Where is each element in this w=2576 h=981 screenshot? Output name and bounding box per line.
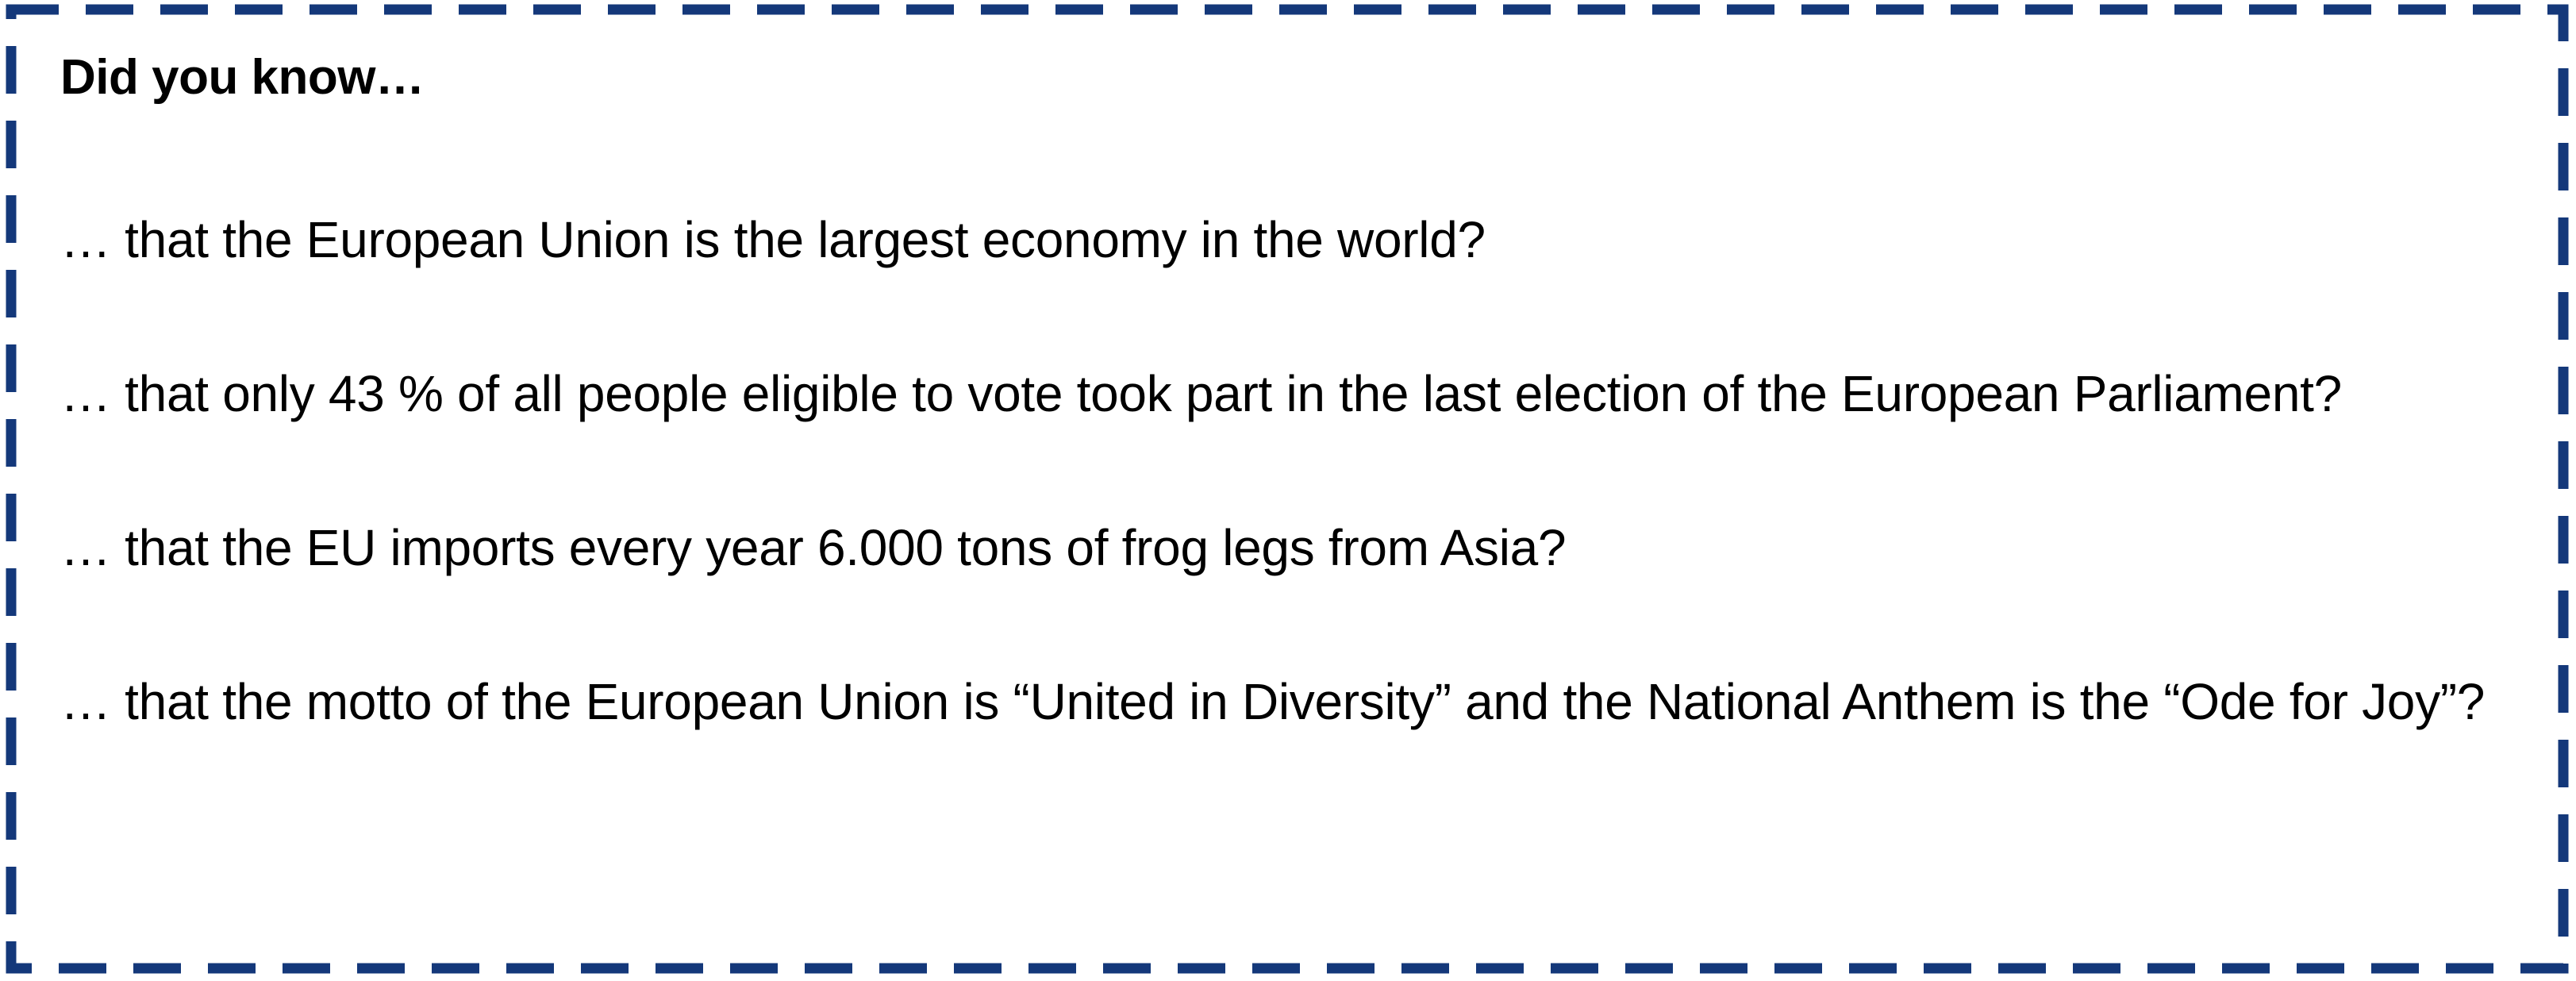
did-you-know-box: Did you know… … that the European Union … (60, 43, 2528, 803)
fact-item: … that the EU imports every year 6.000 t… (60, 519, 1567, 576)
fact-item: … that only 43 % of all people eligible … (60, 365, 2342, 422)
fact-item: … that the European Union is the largest… (60, 211, 1486, 268)
fact-item: … that the motto of the European Union i… (60, 673, 2486, 730)
box-heading: Did you know… (60, 50, 425, 105)
